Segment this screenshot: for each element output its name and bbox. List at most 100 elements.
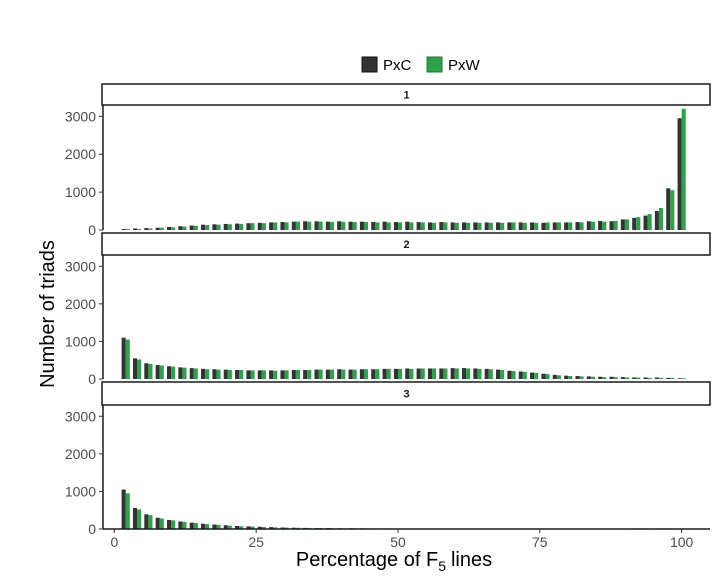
bar [575, 222, 580, 230]
bar [647, 214, 652, 230]
bar [670, 377, 675, 379]
y-tick-label: 3000 [65, 408, 96, 424]
bar [556, 375, 561, 379]
bar [624, 219, 629, 230]
bar [450, 222, 455, 230]
bar [439, 368, 444, 379]
y-tick-label: 3000 [65, 258, 96, 274]
bar [386, 222, 391, 230]
bar [586, 221, 591, 230]
bar [564, 222, 569, 230]
bar [121, 229, 126, 230]
bar [235, 369, 240, 379]
bar [295, 221, 300, 230]
bar [609, 376, 614, 379]
series-pxc-panel-1 [121, 118, 682, 230]
bar [125, 229, 130, 230]
bar [137, 359, 142, 379]
bar [466, 222, 471, 230]
bar [579, 376, 584, 379]
bar [257, 526, 262, 529]
bar [602, 377, 607, 379]
bar [205, 524, 210, 529]
bar [530, 222, 535, 230]
bar [432, 368, 437, 379]
bar [575, 375, 580, 379]
bar [454, 368, 459, 379]
bar [132, 358, 138, 379]
bar [393, 222, 398, 230]
bar [280, 222, 285, 230]
bar [137, 228, 142, 230]
bar [534, 222, 539, 230]
bar [273, 370, 278, 379]
bar [166, 226, 172, 230]
series-pxw-panel-3 [125, 493, 686, 530]
bar [159, 518, 164, 529]
x-axis-title: Percentage of F5 lines [296, 549, 492, 574]
bar [155, 365, 160, 379]
bar [579, 222, 584, 230]
bar [670, 190, 675, 230]
facet-panel-3: 3 0 1000 2000 3000 [65, 381, 711, 537]
series-pxw-panel-2 [125, 339, 686, 379]
bar [148, 363, 153, 379]
bar [363, 369, 369, 379]
bar [269, 222, 274, 230]
bar [189, 522, 194, 529]
bar [409, 222, 414, 230]
facet-strip-3 [101, 381, 711, 406]
bar [568, 222, 573, 230]
bar [681, 108, 686, 230]
bar [273, 527, 278, 529]
bar [280, 527, 285, 529]
bar [496, 222, 501, 230]
y-axis-title: Number of triads [37, 240, 59, 388]
bar [545, 222, 550, 230]
bar [273, 222, 278, 230]
bar [534, 372, 539, 379]
x-axis: 0 25 50 75 100 [103, 528, 710, 550]
bar [613, 377, 618, 379]
facet-strip-label-1: 1 [403, 90, 409, 102]
y-tick-label: 2000 [65, 146, 96, 162]
bar [541, 222, 546, 230]
bar [261, 223, 266, 230]
y-tick-label: 0 [88, 371, 96, 387]
bar [552, 374, 557, 379]
bar [632, 217, 637, 230]
bar [454, 222, 459, 230]
bar [257, 222, 262, 230]
bar [382, 221, 387, 230]
bar [291, 369, 296, 379]
bar [329, 222, 335, 230]
bar [121, 489, 126, 529]
y-tick-label: 2000 [65, 446, 96, 462]
bar [212, 524, 217, 529]
bar [643, 377, 648, 379]
bar [144, 228, 149, 230]
legend-label-pxw: PxW [448, 57, 481, 74]
bar [325, 369, 330, 379]
bar [269, 527, 274, 529]
bar [363, 222, 369, 230]
bar [250, 223, 255, 230]
bar [246, 526, 251, 529]
bar [666, 377, 671, 379]
y-tick-label: 0 [88, 521, 96, 537]
bar [620, 377, 625, 379]
bar [314, 221, 319, 230]
bar [284, 370, 289, 379]
facet-panels: 1 0 1000 2000 3000 2 0 1000 2000 3000 3 0 1000 2000 30… [65, 83, 711, 537]
bar [303, 221, 308, 230]
y-tick-label: 1000 [65, 333, 96, 349]
bar [477, 222, 482, 230]
bar [568, 375, 573, 379]
bar [223, 525, 228, 529]
bar [246, 370, 251, 379]
bar [658, 377, 664, 379]
x-tick-label: 50 [390, 534, 406, 550]
x-axis-title-prefix: Percentage of [296, 549, 421, 571]
bar [405, 221, 410, 230]
x-tick-label: 0 [110, 534, 118, 550]
